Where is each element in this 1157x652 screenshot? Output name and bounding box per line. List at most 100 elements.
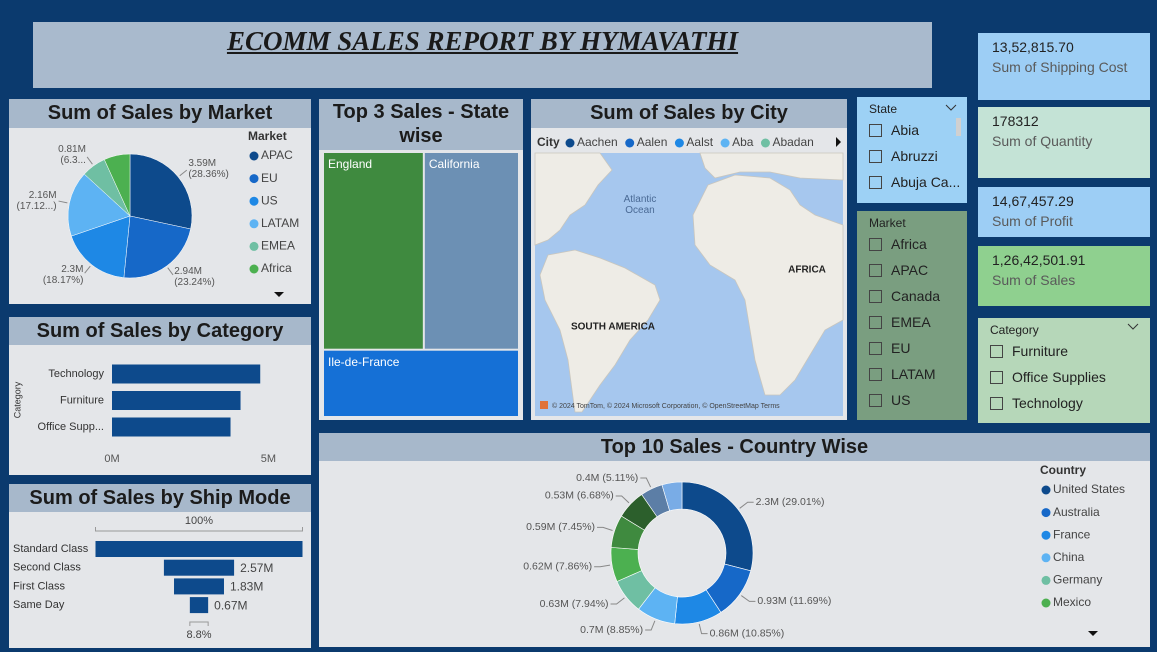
- kpi-value: 1,26,42,501.91: [992, 252, 1086, 268]
- data-label: 0.63M (7.94%): [540, 598, 609, 610]
- data-label: 2.3M (29.01%): [756, 496, 825, 508]
- category-label: Furniture: [60, 394, 104, 406]
- category-label: Same Day: [13, 599, 65, 611]
- legend-label: France: [1053, 527, 1091, 541]
- slicer-item[interactable]: Canada: [891, 288, 941, 304]
- kpi-label: Sum of Sales: [992, 272, 1076, 288]
- slicer-item[interactable]: US: [891, 392, 911, 408]
- leader-line: [86, 156, 93, 165]
- map-attribution: © 2024 TomTom, © 2024 Microsoft Corporat…: [552, 402, 780, 410]
- kpi-card: [978, 33, 1150, 100]
- checkbox[interactable]: [869, 342, 882, 355]
- bar: [112, 364, 261, 384]
- legend-marker: [249, 196, 259, 206]
- slicer-item[interactable]: Office Supplies: [1012, 369, 1106, 385]
- checkbox[interactable]: [869, 394, 882, 407]
- legend-title: Market: [248, 129, 287, 143]
- x-tick-label: 0M: [104, 453, 119, 465]
- chevron: [945, 104, 957, 111]
- checkbox[interactable]: [990, 345, 1003, 358]
- slicer-title: Market: [869, 216, 906, 230]
- leader-line: [167, 267, 174, 276]
- slicer-item[interactable]: Abia: [891, 122, 920, 138]
- leader-line: [594, 564, 611, 568]
- checkbox[interactable]: [869, 150, 882, 163]
- checkbox[interactable]: [869, 124, 882, 137]
- map-label: AFRICA: [788, 265, 826, 276]
- category-label: Second Class: [13, 562, 81, 574]
- legend-label: United States: [1053, 482, 1125, 496]
- legend-marker: [625, 138, 635, 148]
- legend-marker: [249, 219, 259, 229]
- land: [699, 152, 844, 181]
- slicer-item[interactable]: EU: [891, 340, 911, 356]
- legend-marker: [674, 138, 684, 148]
- slicer-item[interactable]: APAC: [891, 262, 929, 278]
- checkbox[interactable]: [869, 316, 882, 329]
- legend-marker: [1041, 485, 1051, 495]
- leader-line: [610, 597, 625, 605]
- leader-line: [645, 620, 656, 631]
- map-label: Atlantic Ocean: [623, 194, 657, 216]
- checkbox[interactable]: [990, 371, 1003, 384]
- leader-line: [84, 265, 91, 274]
- slicer-item[interactable]: LATAM: [891, 366, 936, 382]
- bar: [112, 417, 231, 437]
- checkbox[interactable]: [869, 264, 882, 277]
- donut-slice: [661, 481, 683, 512]
- kpi-label: Sum of Quantity: [992, 133, 1093, 149]
- kpi-label: Sum of Shipping Cost: [992, 59, 1128, 75]
- slicer-title: Category: [990, 323, 1039, 337]
- slicer-item[interactable]: Africa: [891, 236, 927, 252]
- pie-slice: [104, 153, 131, 217]
- data-label: 2.94M (23.24%): [174, 265, 215, 288]
- slicer-title: State: [869, 102, 898, 116]
- slicer-item[interactable]: Furniture: [1012, 343, 1069, 359]
- checkbox[interactable]: [869, 176, 882, 189]
- land: [692, 174, 844, 396]
- leader-line: [58, 200, 68, 204]
- legend-marker: [1041, 530, 1051, 540]
- legend-label: Germany: [1053, 573, 1102, 587]
- pie-slice: [123, 215, 191, 279]
- category-label: Technology: [48, 368, 104, 380]
- legend-marker: [249, 264, 259, 274]
- leader-line: [615, 495, 630, 504]
- checkbox[interactable]: [990, 397, 1003, 410]
- panel-title: Sum of Sales by City: [531, 99, 847, 128]
- legend-label: US: [261, 193, 278, 207]
- legend-marker: [1041, 575, 1051, 585]
- checkbox[interactable]: [869, 238, 882, 251]
- panel-title: Sum of Sales by Category: [9, 317, 311, 345]
- data-label: 0.59M (7.45%): [526, 521, 595, 533]
- legend-label: Aalen: [637, 135, 668, 149]
- funnel-bar: [174, 578, 224, 595]
- legend-label: Aalst: [686, 135, 713, 149]
- slicer-item[interactable]: Abuja Ca...: [891, 174, 961, 190]
- funnel-bar: [189, 597, 209, 614]
- kpi-label: Sum of Profit: [992, 213, 1073, 229]
- legend-scroll: [836, 137, 841, 147]
- legend-marker: [1041, 508, 1051, 518]
- pie-slice: [67, 173, 131, 237]
- slicer-item[interactable]: Technology: [1012, 395, 1083, 411]
- legend-marker: [1041, 553, 1051, 563]
- tile-label: Ile-de-France: [328, 355, 400, 369]
- legend-marker: [720, 138, 730, 148]
- treemap-tile: [324, 153, 423, 349]
- checkbox[interactable]: [869, 368, 882, 381]
- legend-label: EU: [261, 171, 278, 185]
- panel-title: Top 10 Sales - Country Wise: [319, 433, 1150, 461]
- slicer-item[interactable]: EMEA: [891, 314, 931, 330]
- category-label: Office Supp...: [38, 421, 104, 433]
- legend-marker: [1041, 598, 1051, 608]
- dropdown: [1088, 631, 1098, 636]
- scrollbar: [956, 118, 961, 136]
- slicer-item[interactable]: Abruzzi: [891, 148, 938, 164]
- data-label: 0.81M (6.3...: [58, 144, 86, 167]
- data-label: 0.4M (5.11%): [576, 472, 638, 484]
- checkbox[interactable]: [869, 290, 882, 303]
- treemap-tile: [324, 350, 518, 416]
